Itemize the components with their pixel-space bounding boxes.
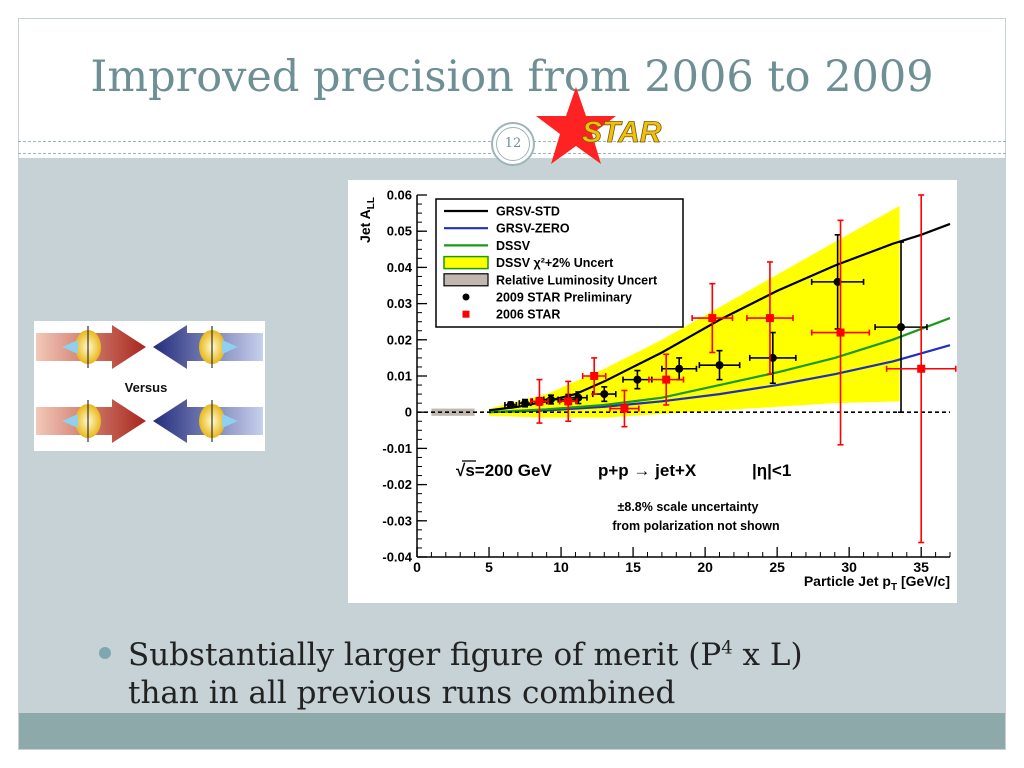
legend: GRSV-STD GRSV-ZERO DSSV DSSV χ²+2% Uncert Re… — [435, 198, 684, 328]
marker-square — [590, 372, 599, 380]
point-2009 — [698, 349, 741, 381]
marker-square — [620, 404, 629, 413]
data-points-layer — [504, 194, 957, 544]
point-2009 — [504, 400, 518, 409]
marker-square — [708, 314, 717, 323]
dssv-uncertainty-band — [489, 205, 900, 418]
marker-square — [917, 364, 926, 373]
marker-circle — [600, 390, 609, 399]
red-star-icon — [536, 87, 616, 164]
point-2009 — [874, 241, 928, 413]
slide-title: Improved precision from 2006 to 2009 — [90, 52, 934, 102]
point-2006 — [648, 353, 685, 406]
legend-label: GRSV-ZERO — [496, 222, 570, 236]
marker-circle — [521, 399, 530, 408]
point-2006 — [609, 389, 640, 428]
annotation-polarization: from polarization not shown — [612, 519, 779, 533]
point-2006 — [581, 357, 607, 395]
marker-square — [564, 397, 573, 406]
legend-label: DSSV — [496, 239, 531, 253]
legend-label: 2009 STAR Preliminary — [496, 291, 632, 305]
marker-circle — [546, 395, 555, 404]
y-tick-label: 0.06 — [387, 188, 412, 203]
x-tick-label: 10 — [553, 559, 569, 575]
axes-layer: -0.04 -0.03 -0.02 -0.01 0 0.01 0.02 0.03 0.04 0.0… — [357, 188, 951, 593]
legend-swatch — [443, 273, 489, 287]
marker-circle — [675, 364, 684, 373]
point-2009 — [810, 234, 865, 330]
annotation-energy: √s=200 GeV — [456, 461, 552, 480]
annotation-scale-uncertainty: ±8.8% scale uncertainty — [618, 500, 759, 514]
marker-circle — [833, 277, 842, 286]
marker-circle — [715, 361, 724, 370]
bullet-dot-icon — [99, 647, 111, 659]
x-tick-label: 5 — [485, 559, 493, 575]
star-logo-text: STAR — [582, 116, 662, 149]
point-2006 — [746, 261, 794, 375]
legend-label: Relative Luminosity Uncert — [496, 273, 658, 287]
y-tick-label: 0.03 — [387, 296, 412, 311]
x-tick-label: 15 — [625, 559, 641, 575]
y-axis-label: Jet ALL — [357, 197, 377, 243]
legend-label: GRSV-STD — [496, 205, 560, 219]
legend-label: 2006 STAR — [496, 308, 560, 322]
marker-circle — [574, 393, 583, 402]
point-2006 — [691, 282, 734, 354]
bullet-line-2: than in all previous runs combined — [128, 675, 676, 711]
marker-square — [765, 314, 774, 323]
y-tick-label: 0 — [405, 405, 412, 420]
x-axis-label: Particle Jet pT [GeV/c] — [804, 573, 950, 593]
spin-row-bottom — [36, 399, 263, 443]
point-2006 — [530, 378, 549, 424]
marker-circle — [506, 400, 515, 409]
point-2006 — [558, 380, 578, 423]
point-2006 — [885, 194, 957, 544]
y-tick-label: 0.02 — [387, 332, 412, 347]
legend-label: DSSV χ²+2% Uncert — [496, 256, 614, 270]
y-tick-label: -0.01 — [382, 441, 412, 456]
versus-label: Versus — [125, 380, 168, 395]
x-tick-label: 25 — [769, 559, 785, 575]
y-tick-label: 0.04 — [387, 260, 413, 275]
marker-square — [535, 397, 544, 406]
annotation-reaction: p+p → jet+X — [598, 461, 697, 480]
slide-number: 12 — [491, 122, 535, 166]
y-tick-label: 0.01 — [387, 369, 412, 384]
spin-row-top — [36, 325, 263, 369]
point-2006 — [810, 219, 871, 446]
marker-circle — [768, 353, 777, 362]
curve-grsv-zero — [488, 344, 951, 414]
y-tick-label: -0.03 — [382, 513, 412, 528]
x-tick-label: 20 — [697, 559, 713, 575]
curve-dssv — [488, 317, 951, 414]
jet-all-chart: -0.04 -0.03 -0.02 -0.01 0 0.01 0.02 0.03 0.04 0.0… — [348, 180, 957, 603]
marker-square — [662, 375, 671, 384]
star-logo: STAR — [536, 87, 662, 164]
footer-band — [19, 713, 1005, 749]
legend-swatch — [462, 310, 470, 318]
annotations-layer: √s=200 GeV p+p → jet+X |η|<1 ±8.8% scale un… — [456, 460, 791, 533]
marker-circle — [633, 375, 642, 384]
x-tick-label: 0 — [413, 559, 421, 575]
annotation-eta: |η|<1 — [752, 461, 791, 480]
slide-frame — [18, 18, 1006, 750]
bullet-item: Substantially larger figure of merit (P4… — [99, 636, 940, 712]
marker-circle — [897, 323, 906, 332]
y-tick-label: 0.05 — [387, 224, 412, 239]
bullet-line-1: Substantially larger figure of merit (P4… — [128, 637, 803, 673]
x-tick-label: 30 — [841, 559, 857, 575]
legend-swatch — [462, 293, 470, 301]
spin-versus-figure: Versus — [34, 321, 265, 451]
y-tick-label: -0.04 — [382, 550, 412, 565]
x-tick-label: 35 — [913, 559, 929, 575]
legend-swatch — [443, 255, 489, 270]
marker-square — [836, 328, 845, 337]
y-tick-label: -0.02 — [382, 477, 412, 492]
